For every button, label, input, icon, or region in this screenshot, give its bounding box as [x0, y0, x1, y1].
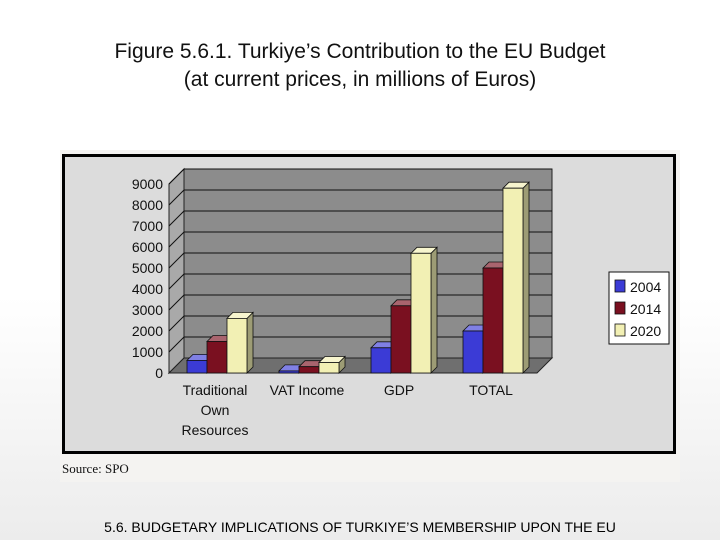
bar — [482, 267, 504, 374]
slide-title: Figure 5.6.1. Turkiye’s Contribution to … — [0, 38, 720, 94]
slide-title-line-1: Figure 5.6.1. Turkiye’s Contribution to … — [114, 40, 606, 63]
bar — [298, 366, 320, 374]
footer-text: 5.6. BUDGETARY IMPLICATIONS OF TURKIYE’S… — [104, 519, 616, 535]
bar-chart: 0 1000 2000 3000 4000 5000 6000 7000 8000 9000 Tra… — [132, 167, 670, 438]
bar — [278, 370, 300, 374]
y-tick-label: 9000 — [132, 176, 163, 192]
bar-side — [246, 311, 254, 374]
y-tick-label: 3000 — [132, 302, 163, 318]
gridline — [168, 168, 552, 185]
bar — [226, 317, 248, 374]
x-category-label: VAT Income — [270, 382, 345, 398]
x-category-label: Own — [201, 402, 230, 418]
bar — [410, 252, 432, 374]
bar — [390, 305, 412, 374]
bar — [206, 341, 228, 374]
legend-label: 2014 — [630, 301, 661, 317]
gridline — [168, 189, 552, 206]
bar — [186, 359, 208, 374]
legend-swatch — [614, 301, 626, 315]
legend-swatch — [614, 279, 626, 293]
legend-label: 2020 — [630, 323, 661, 339]
bar — [502, 187, 524, 374]
x-category-label: Resources — [182, 422, 249, 438]
plot-side-wall — [168, 167, 185, 375]
y-tick-label: 4000 — [132, 281, 163, 297]
x-category-label: GDP — [384, 382, 414, 398]
gridline — [168, 210, 552, 227]
source-note: Source: SPO — [62, 461, 129, 476]
bar-side — [522, 181, 530, 374]
bar-side — [430, 246, 438, 374]
y-tick-label: 1000 — [132, 344, 163, 360]
bar — [370, 347, 392, 374]
gridline — [168, 231, 552, 248]
legend-swatch — [614, 323, 626, 337]
y-tick-label: 0 — [155, 365, 163, 381]
slide-title-line-2: (at current prices, in millions of Euros… — [183, 68, 537, 91]
bar — [318, 362, 340, 374]
legend-label: 2004 — [630, 279, 661, 295]
y-tick-label: 7000 — [132, 218, 163, 234]
y-tick-label: 6000 — [132, 239, 163, 255]
bar — [462, 330, 484, 374]
y-tick-label: 5000 — [132, 260, 163, 276]
y-tick-label: 8000 — [132, 197, 163, 213]
y-tick-label: 2000 — [132, 323, 163, 339]
x-category-label: TOTAL — [469, 382, 513, 398]
chart-frame: 0 1000 2000 3000 4000 5000 6000 7000 8000 9000 Tra… — [62, 154, 676, 454]
x-category-label: Traditional — [183, 382, 248, 398]
figure-box: 0 1000 2000 3000 4000 5000 6000 7000 8000 9000 Tra… — [60, 150, 680, 482]
